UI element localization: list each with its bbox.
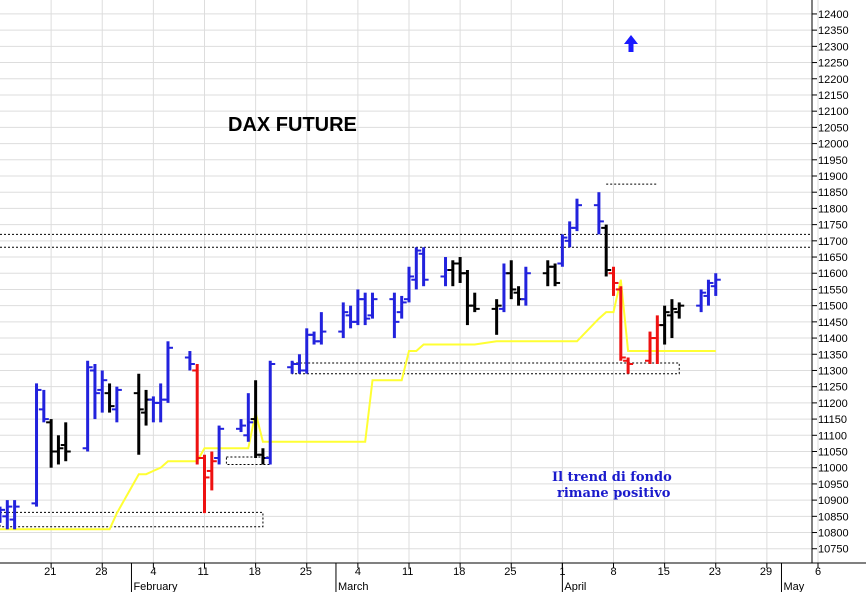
- y-tick-label: 11850: [818, 187, 848, 199]
- y-tick-label: 11900: [818, 171, 848, 183]
- up-arrow-icon: [624, 35, 638, 52]
- support-resistance-lines: [0, 183, 812, 531]
- x-tick-label: 18: [249, 566, 261, 578]
- y-tick-label: 11300: [818, 365, 848, 377]
- y-tick-label: 11250: [818, 382, 848, 394]
- y-tick-label: 11550: [818, 284, 848, 296]
- y-tick-label: 12050: [818, 122, 849, 134]
- y-tick-label: 12100: [818, 106, 849, 118]
- support-box: [225, 456, 271, 465]
- x-tick-label: 25: [504, 566, 516, 578]
- annotation-line-1: Il trend di fondo: [552, 470, 672, 485]
- y-tick-label: 11500: [818, 301, 848, 313]
- y-tick-label: 11400: [818, 333, 848, 345]
- x-tick-label: 21: [44, 566, 56, 578]
- y-tick-label: 11100: [818, 430, 847, 442]
- y-tick-label: 11050: [818, 447, 848, 459]
- x-tick-label: 11: [402, 566, 413, 578]
- y-tick-label: 11800: [818, 203, 848, 215]
- x-tick-label: 8: [611, 566, 617, 578]
- month-label: February: [133, 581, 178, 592]
- y-tick-label: 10900: [818, 495, 849, 507]
- y-tick-label: 11450: [818, 317, 848, 329]
- price-bars: [0, 192, 721, 530]
- x-tick-label: 11: [198, 566, 209, 578]
- x-tick-label: 4: [150, 566, 156, 578]
- grid-lines: [0, 0, 866, 564]
- x-tick-label: 15: [658, 566, 670, 578]
- x-tick-label: 25: [300, 566, 312, 578]
- y-tick-label: 11150: [818, 414, 847, 426]
- x-tick-label: 28: [95, 566, 107, 578]
- x-tick-label: 18: [453, 566, 465, 578]
- y-tick-label: 12250: [818, 58, 849, 70]
- y-tick-label: 12150: [818, 90, 849, 102]
- y-tick-label: 12300: [818, 41, 849, 53]
- trailing-stop-line: [0, 279, 716, 531]
- y-tick-label: 12350: [818, 25, 849, 37]
- month-label: May: [783, 581, 804, 592]
- x-tick-label: 4: [355, 566, 361, 578]
- y-tick-label: 11600: [818, 268, 848, 280]
- annotation-line-2: rimane positivo: [557, 486, 671, 501]
- y-tick-label: 12400: [818, 9, 849, 21]
- x-tick-label: 6: [815, 566, 821, 578]
- y-tick-label: 12200: [818, 74, 849, 86]
- y-tick-label: 10750: [818, 544, 849, 556]
- x-tick-label: 29: [760, 566, 772, 578]
- support-box: [0, 511, 264, 528]
- y-tick-label: 10850: [818, 511, 849, 523]
- y-axis: 10750 10800 10850 10900 10950 11000 11050 11100…: [812, 9, 849, 556]
- y-tick-label: 12000: [818, 139, 849, 151]
- y-tick-label: 11750: [818, 220, 848, 232]
- y-tick-label: 10800: [818, 528, 849, 540]
- x-axis: 212841118254111825181523296FebruaryMarch…: [44, 563, 821, 592]
- y-tick-label: 11350: [818, 349, 848, 361]
- y-tick-label: 11950: [818, 155, 848, 167]
- chart-title: DAX FUTURE: [228, 114, 357, 136]
- month-label: April: [564, 581, 586, 592]
- y-tick-label: 11000: [818, 463, 848, 475]
- y-tick-label: 11700: [818, 236, 848, 248]
- x-tick-label: 23: [709, 566, 721, 578]
- month-label: March: [338, 581, 369, 592]
- y-tick-label: 10950: [818, 479, 849, 491]
- y-tick-label: 11200: [818, 398, 848, 410]
- support-box: [291, 362, 680, 375]
- up-arrow-shape: [624, 35, 638, 52]
- y-tick-label: 11650: [818, 252, 848, 264]
